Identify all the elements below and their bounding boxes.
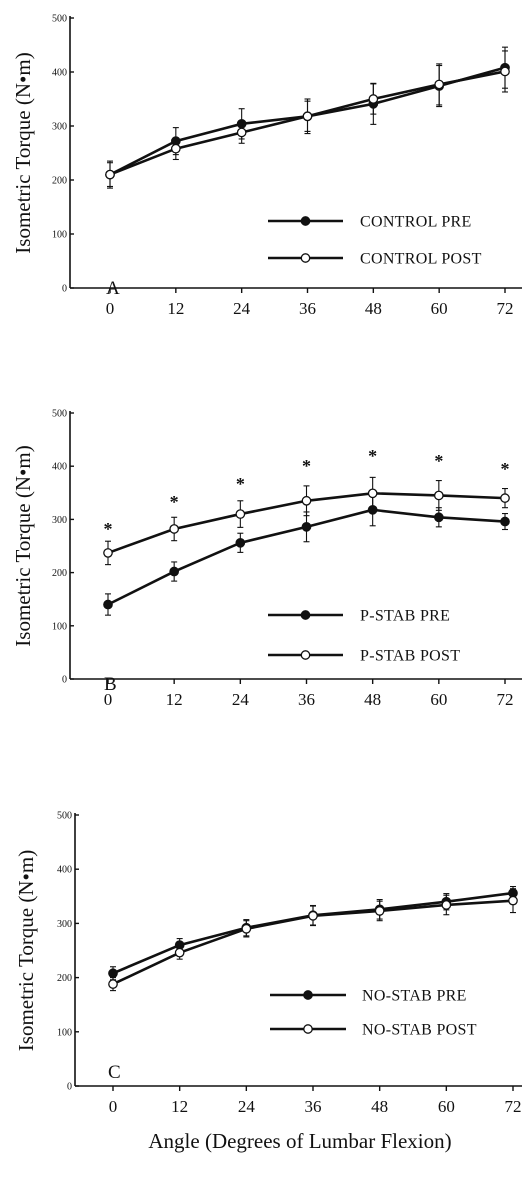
data-point xyxy=(105,169,115,180)
panel-letter: A xyxy=(106,278,120,299)
data-point xyxy=(441,900,452,910)
data-point xyxy=(374,906,385,916)
legend-marker xyxy=(300,650,311,660)
data-point xyxy=(108,979,118,989)
data-point xyxy=(433,512,444,523)
y-tick-label: 400 xyxy=(52,462,67,473)
y-tick-label: 500 xyxy=(52,409,67,420)
data-point xyxy=(508,895,518,906)
y-tick-label: 500 xyxy=(57,811,72,822)
legend-label: CONTROL POST xyxy=(360,251,482,268)
y-tick-label: 0 xyxy=(62,675,67,686)
x-tick-label: 60 xyxy=(430,690,447,709)
y-tick-label: 400 xyxy=(52,68,67,79)
significance-marker: * xyxy=(170,492,179,512)
data-point xyxy=(169,524,180,534)
panel-letter: C xyxy=(108,1062,121,1083)
x-tick-label: 0 xyxy=(106,299,115,318)
x-tick-label: 48 xyxy=(371,1097,388,1116)
data-point xyxy=(241,923,252,934)
data-point xyxy=(308,910,318,921)
panel-letter: B xyxy=(104,674,117,695)
significance-marker: * xyxy=(236,474,245,494)
data-point xyxy=(302,111,313,122)
data-point xyxy=(174,947,185,958)
y-tick-label: 100 xyxy=(52,230,67,241)
significance-marker: * xyxy=(434,451,443,471)
data-point xyxy=(235,537,246,548)
y-tick-label: 200 xyxy=(57,973,72,984)
x-tick-label: 36 xyxy=(305,1097,322,1116)
x-tick-label: 72 xyxy=(505,1097,522,1116)
x-tick-label: 24 xyxy=(238,1097,256,1116)
x-tick-label: 48 xyxy=(364,690,381,709)
y-tick-label: 500 xyxy=(52,14,67,25)
x-tick-label: 72 xyxy=(497,690,514,709)
data-point xyxy=(170,143,181,154)
x-tick-label: 36 xyxy=(298,690,315,709)
x-tick-label: 0 xyxy=(104,690,113,709)
x-tick-label: 48 xyxy=(365,299,382,318)
y-tick-label: 100 xyxy=(57,1027,72,1038)
data-point xyxy=(103,548,113,558)
x-tick-label: 24 xyxy=(233,299,251,318)
significance-marker: * xyxy=(501,459,510,479)
data-point xyxy=(103,599,113,610)
legend-label: NO-STAB POST xyxy=(362,1022,477,1039)
x-tick-label: 24 xyxy=(232,690,250,709)
y-axis-label: Isometric Torque (N•m) xyxy=(11,445,35,646)
data-point xyxy=(433,490,444,501)
panel-b-chart: 0 100 200 300 400 500 0 12 24 36 48 60 72 Isometric T… xyxy=(11,409,522,709)
legend-marker xyxy=(303,990,313,1000)
data-point xyxy=(367,488,378,499)
x-axis-label: Angle (Degrees of Lumbar Flexion) xyxy=(148,1129,451,1153)
legend-marker xyxy=(300,253,311,263)
y-axis-label: Isometric Torque (N•m) xyxy=(11,52,35,253)
legend-label: CONTROL PRE xyxy=(360,214,472,231)
x-tick-label: 12 xyxy=(167,299,184,318)
significance-marker: * xyxy=(368,446,377,466)
data-point xyxy=(235,509,246,519)
data-point xyxy=(500,516,510,527)
data-point xyxy=(108,968,118,979)
data-point xyxy=(434,79,445,90)
x-tick-label: 12 xyxy=(166,690,183,709)
data-point xyxy=(301,521,312,532)
data-point xyxy=(169,566,180,577)
x-tick-label: 60 xyxy=(431,299,448,318)
data-point xyxy=(368,94,379,104)
legend-marker xyxy=(300,610,311,620)
y-tick-label: 300 xyxy=(52,122,67,133)
y-tick-label: 0 xyxy=(62,284,67,295)
legend-label: NO-STAB PRE xyxy=(362,988,467,1005)
legend-marker xyxy=(303,1024,313,1034)
y-tick-label: 0 xyxy=(67,1082,72,1093)
data-point xyxy=(301,495,312,506)
significance-marker: * xyxy=(104,519,113,539)
y-axis-label: Isometric Torque (N•m) xyxy=(14,850,38,1051)
significance-marker: * xyxy=(302,456,311,476)
legend-marker xyxy=(300,216,311,226)
x-tick-label: 12 xyxy=(171,1097,188,1116)
y-tick-label: 100 xyxy=(52,621,67,632)
x-tick-label: 60 xyxy=(438,1097,455,1116)
panel-a-chart: 0 100 200 300 400 500 0 12 24 36 48 60 72 Isometric T… xyxy=(11,14,522,318)
data-point xyxy=(236,127,247,138)
x-tick-label: 0 xyxy=(109,1097,118,1116)
legend-label: P-STAB PRE xyxy=(360,608,450,625)
y-tick-label: 300 xyxy=(57,919,72,930)
x-tick-label: 36 xyxy=(299,299,316,318)
y-tick-label: 200 xyxy=(52,176,67,187)
panel-c-chart: 0 100 200 300 400 500 0 12 24 36 48 60 72 Isometric T… xyxy=(14,811,522,1153)
y-tick-label: 200 xyxy=(52,568,67,579)
data-point xyxy=(500,493,510,503)
x-tick-label: 72 xyxy=(497,299,514,318)
legend-label: P-STAB POST xyxy=(360,648,460,665)
y-tick-label: 400 xyxy=(57,865,72,876)
data-point xyxy=(500,66,510,77)
y-tick-label: 300 xyxy=(52,515,67,526)
